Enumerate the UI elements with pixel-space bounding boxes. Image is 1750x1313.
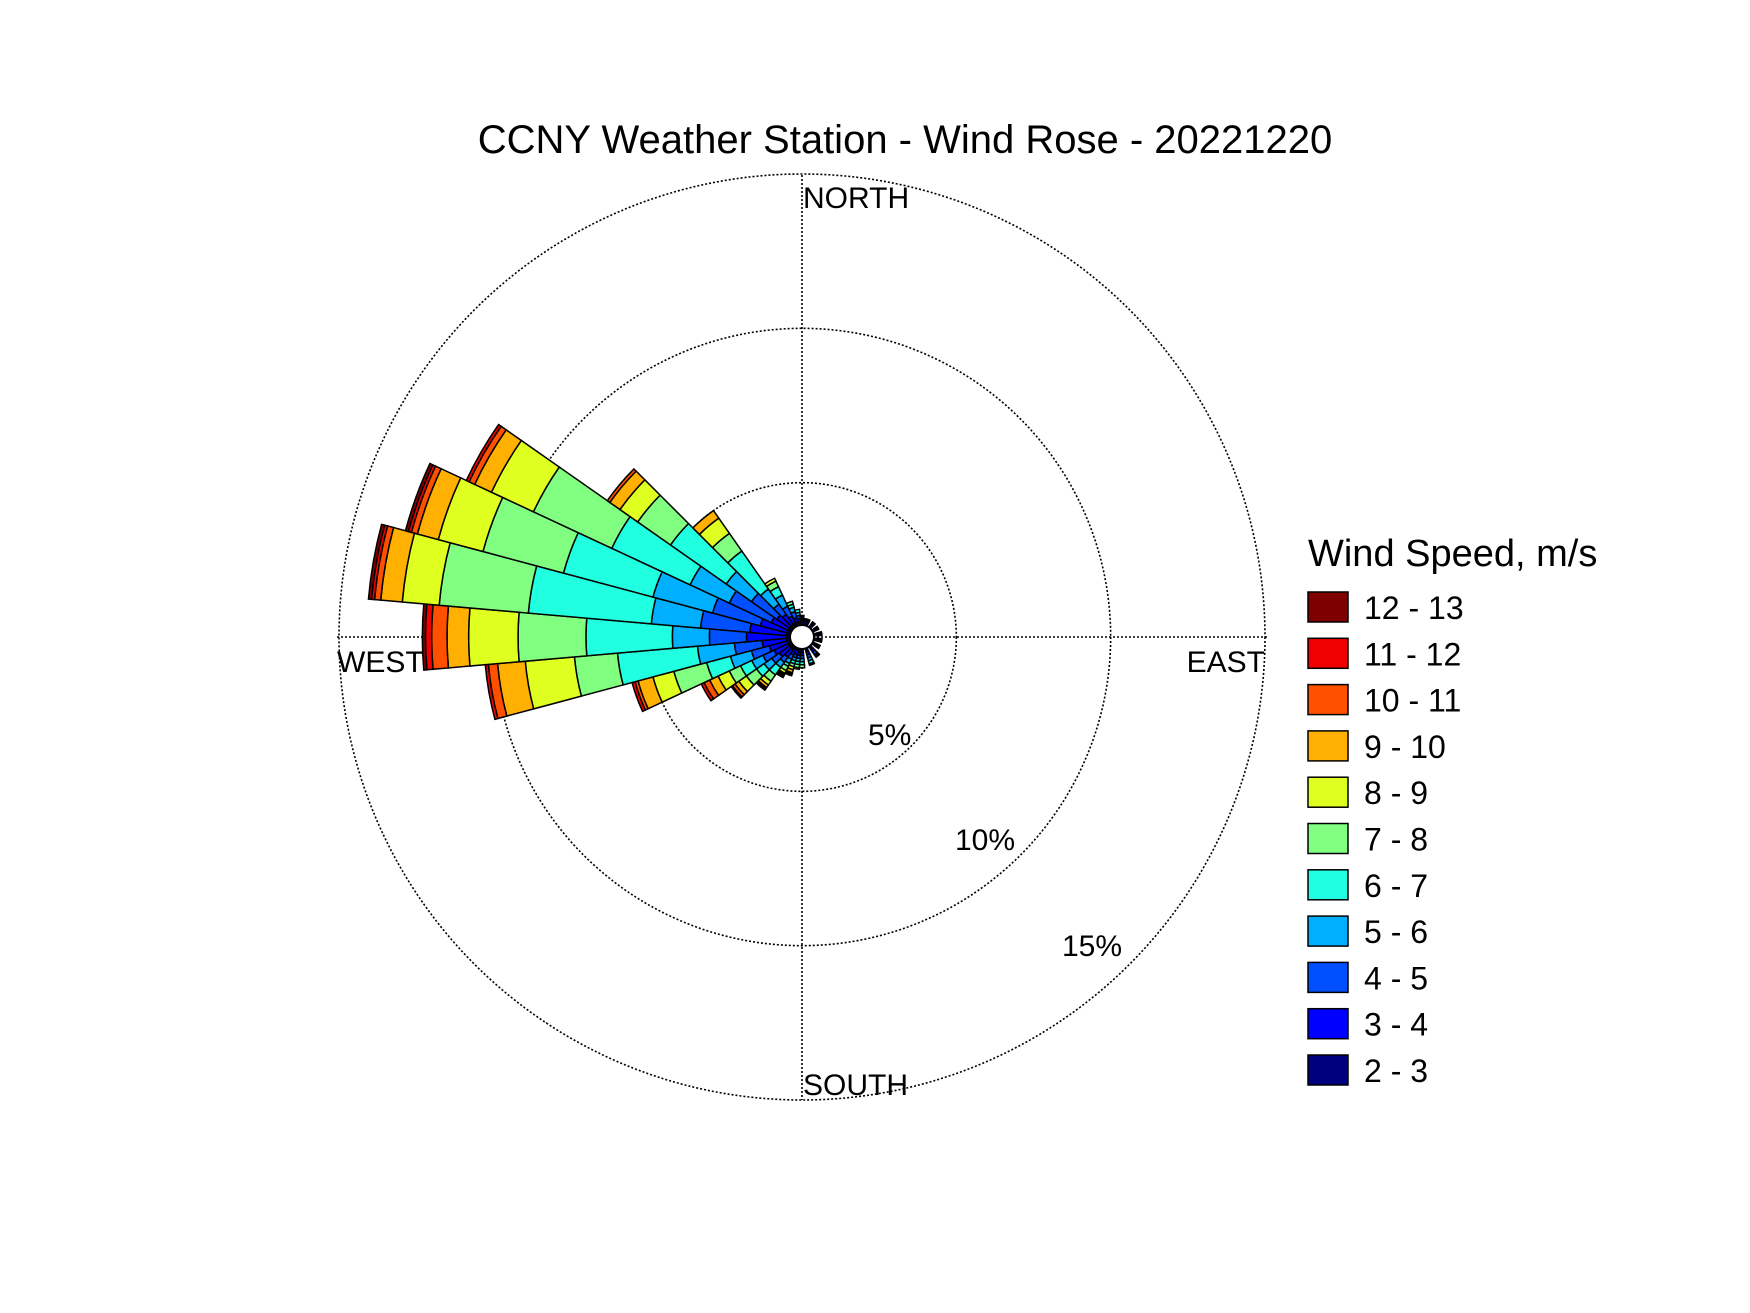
chart-title: CCNY Weather Station - Wind Rose - 20221… (478, 118, 1333, 162)
wedge-310deg-bin-8 (606, 467, 638, 504)
south-label: SOUTH (803, 1069, 908, 1102)
ring-15-percent (338, 173, 1266, 1101)
wedge-140deg-bin-4 (814, 652, 821, 659)
legend-label: 3 - 4 (1364, 1007, 1428, 1043)
legend: Wind Speed, m/s 12 - 13 11 - 12 10 - 11 9 -… (1307, 533, 1597, 1089)
wedge-120deg-bin-3 (816, 643, 822, 650)
legend-swatch (1307, 1007, 1349, 1040)
wedge-20deg-bin-2 (805, 618, 811, 623)
legend-label: 8 - 9 (1364, 775, 1428, 811)
wedge-270deg-bin-6 (467, 607, 520, 667)
ring-label-5: 5% (868, 719, 911, 752)
legend-title: Wind Speed, m/s (1308, 533, 1597, 575)
legend-label: 7 - 8 (1364, 822, 1428, 858)
legend-swatch (1307, 776, 1349, 808)
legend-items: 12 - 13 11 - 12 10 - 11 9 - 10 8 - 9 7 - 8 6 -… (1307, 590, 1464, 1089)
wedge-320deg-bin-7 (691, 509, 720, 536)
wedge-330deg-bin-6 (763, 577, 777, 588)
legend-label: 2 - 3 (1364, 1053, 1428, 1089)
legend-swatch (1307, 730, 1349, 762)
wedge-100deg-bin-3 (818, 637, 823, 644)
calm-center (789, 624, 815, 650)
legend-label: 11 - 12 (1364, 636, 1461, 672)
wedge-340deg-bin-5 (785, 600, 795, 608)
legend-swatch (1307, 869, 1349, 901)
legend-label: 5 - 6 (1364, 914, 1428, 950)
wedge-40deg-bin-2 (810, 620, 817, 627)
legend-swatch (1307, 591, 1349, 623)
wedge-190deg-bin-6 (792, 665, 801, 671)
wedge-60deg-bin-2 (814, 625, 820, 631)
north-label: NORTH (803, 182, 909, 215)
wedge-160deg-bin-5 (808, 661, 816, 667)
legend-label: 12 - 13 (1364, 590, 1464, 626)
legend-swatch (1307, 961, 1349, 994)
wedge-270deg-bin-8 (430, 603, 450, 671)
legend-label: 6 - 7 (1364, 868, 1428, 904)
legend-label: 4 - 5 (1364, 960, 1428, 996)
ring-label-10: 10% (955, 824, 1015, 857)
wedge-290deg-bin-10 (404, 462, 434, 533)
legend-swatch (1307, 1054, 1349, 1086)
wedge-270deg-bin-7 (446, 605, 471, 669)
legend-label: 10 - 11 (1364, 683, 1461, 719)
wedge-350deg-bin-4 (793, 608, 801, 615)
wedge-280deg-bin-10 (367, 523, 386, 601)
east-label: EAST (1187, 646, 1265, 679)
west-label: WEST (337, 646, 424, 679)
legend-swatch (1307, 683, 1349, 716)
legend-swatch (1307, 637, 1349, 670)
legend-swatch (1307, 822, 1349, 855)
wedge-270deg-bin-5 (517, 611, 588, 663)
wind-rose-wedges (367, 423, 823, 721)
wedge-80deg-bin-3 (818, 630, 823, 637)
legend-swatch (1307, 915, 1349, 947)
wedge-300deg-bin-9 (465, 423, 503, 483)
legend-label: 9 - 10 (1364, 729, 1446, 765)
wedge-0deg-bin-4 (799, 614, 805, 618)
ring-label-15: 15% (1062, 930, 1122, 963)
